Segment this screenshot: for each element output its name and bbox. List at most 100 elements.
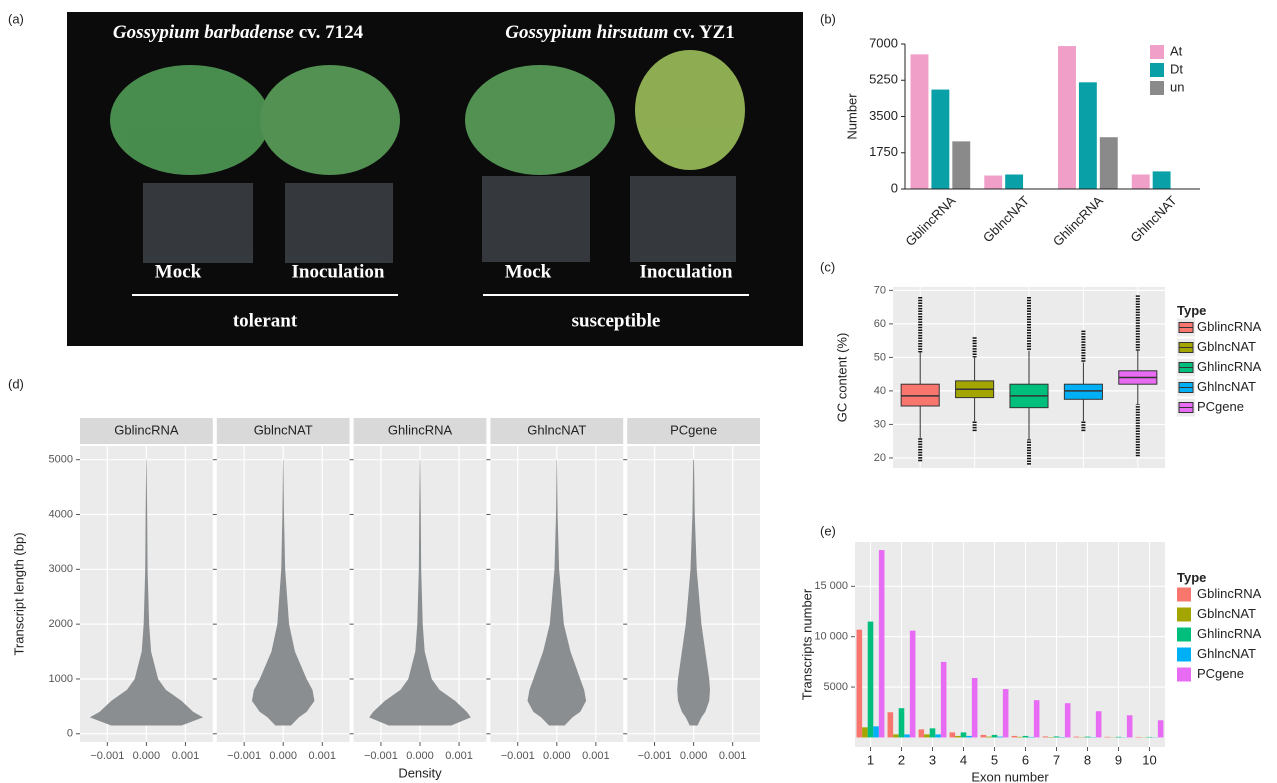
x-tick-label: GblincRNA [902,193,958,249]
legend-label: PCgene [1197,666,1244,681]
bar [1100,137,1118,189]
y-tick-label: 60 [874,318,886,330]
x-tick-label: 6 [1022,752,1029,767]
legend-label: GblincRNA [1197,319,1262,334]
y-axis-label: Transcripts number [799,588,814,700]
bar [1079,82,1097,189]
bar [997,737,1003,738]
legend-label: GblncNAT [1197,606,1256,621]
bar [955,736,961,738]
x-tick-label: 9 [1115,752,1122,767]
x-tick-label: 0.000 [680,750,708,762]
panel-label: (a) [8,11,24,26]
x-tick-label: 1 [867,752,874,767]
legend-swatch [1177,588,1191,602]
y-tick-label: 7000 [869,35,898,50]
legend-label: PCgene [1197,399,1244,414]
cultivar-name: Gossypium hirsutum [505,22,668,43]
bar [950,732,956,737]
legend-swatch [1177,648,1191,662]
bar [972,678,978,737]
bar [893,734,899,737]
x-tick-label: 4 [960,752,967,767]
bar [1074,737,1080,738]
bar [941,662,947,738]
bar [1065,703,1071,737]
legend-label: GblncNAT [1197,339,1256,354]
y-tick-label: 4000 [49,508,73,520]
group-label: susceptible [572,310,661,331]
y-tick-label: 0 [67,728,73,740]
legend-label: GhlincRNA [1197,359,1262,374]
bar [1132,175,1150,190]
bar [1017,737,1023,738]
bar [1147,737,1153,738]
y-tick-label: 2000 [49,618,73,630]
legend-swatch [1150,45,1164,59]
bar [1034,700,1040,737]
bar [981,735,987,738]
bar [1085,737,1091,738]
y-axis-label: GC content (%) [834,333,849,423]
bar [919,729,925,737]
x-tick-label: 5 [991,752,998,767]
y-tick-label: 0 [891,180,898,195]
legend-swatch [1177,608,1191,622]
group-label: tolerant [233,310,298,331]
bar [1005,175,1023,190]
x-tick-label: 0.001 [445,750,473,762]
cultivar-suffix: cv. 7124 [299,22,364,43]
y-tick-label: 3000 [49,563,73,575]
bar [868,622,874,738]
bar [1058,46,1076,189]
cultivar-label: Gossypium hirsutum cv. YZ1 [505,22,734,43]
facet-label: GhlincRNA [388,422,453,437]
cultivar-name: Gossypium barbadense [113,22,295,43]
bar [931,90,949,189]
legend-swatch [1177,628,1191,642]
bar [952,141,970,189]
bar [1043,736,1049,737]
y-tick-label: 50 [874,351,886,363]
bar [961,732,967,737]
panel-label: (e) [820,523,836,538]
x-tick-label: −0.001 [90,750,124,762]
panel-label: (c) [820,259,835,274]
y-tick-label: 30 [874,418,886,430]
bar [873,726,879,737]
y-tick-label: 10 000 [814,631,848,643]
bar [1012,736,1018,738]
bar [1116,737,1122,738]
facet-label: GhlncNAT [527,422,586,437]
y-tick-label: 70 [874,284,886,296]
x-tick-label: −0.001 [364,750,398,762]
x-tick-label: 0.000 [406,750,434,762]
y-tick-label: 3500 [869,108,898,123]
x-axis-label: Exon number [971,769,1049,783]
bar [986,737,992,738]
legend-title: Type [1177,303,1206,318]
bar [857,630,863,738]
bar [1023,736,1029,738]
legend-label: GhlincRNA [1197,626,1262,641]
box [1064,384,1102,399]
bar [888,712,894,737]
y-tick-label: 5250 [869,72,898,87]
bar [1153,171,1171,189]
facet-label: GblncNAT [254,422,313,437]
treatment-label: Inoculation [640,261,733,282]
bar [1054,736,1060,737]
bar [966,736,972,738]
bar [984,176,1002,189]
legend-swatch [1177,668,1191,682]
x-tick-label: 2 [898,752,905,767]
cultivar-suffix: cv. YZ1 [673,22,735,43]
legend-label: GhlncNAT [1197,646,1256,661]
x-tick-label: 0.000 [133,750,161,762]
legend-label: un [1170,79,1184,94]
legend-label: Dt [1170,61,1183,76]
x-tick-label: GblncNAT [980,193,1032,245]
x-tick-label: 0.000 [543,750,571,762]
x-tick-label: GhlincRNA [1050,193,1106,249]
x-tick-label: −0.001 [501,750,535,762]
